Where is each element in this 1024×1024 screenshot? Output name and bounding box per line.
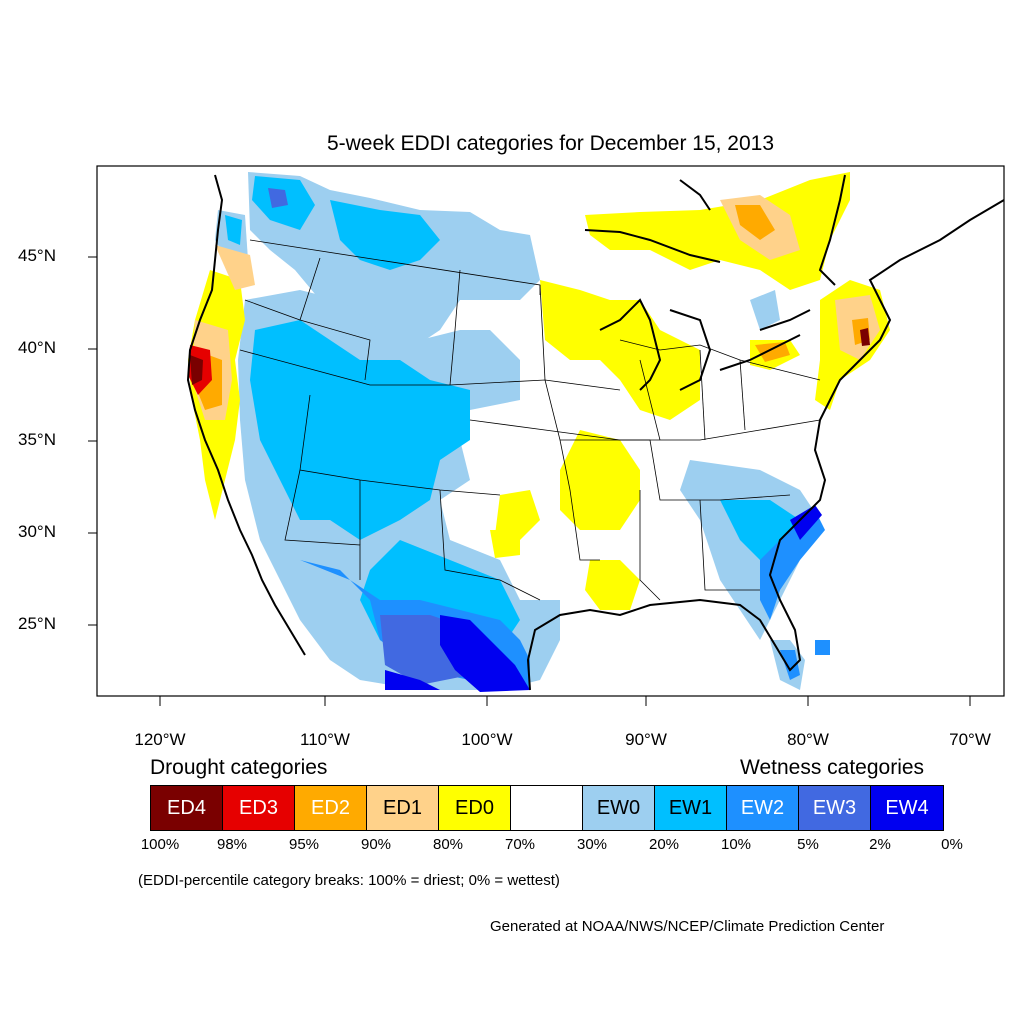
percentile-label: 90% xyxy=(360,836,392,853)
percentile-label: 100% xyxy=(140,836,180,853)
lon-label-100: 100°W xyxy=(461,730,513,749)
legend-box-ed2: ED2 xyxy=(295,786,367,830)
legend-box-ed0: ED0 xyxy=(439,786,511,830)
lon-label-90: 90°W xyxy=(625,730,667,749)
legend-box-ew2: EW2 xyxy=(727,786,799,830)
category-legend: ED4 ED3 ED2 ED1 ED0 EW0 EW1 EW2 EW3 EW4 xyxy=(150,785,944,831)
lon-label-120: 120°W xyxy=(134,730,186,749)
category-note: (EDDI-percentile category breaks: 100% =… xyxy=(138,872,560,889)
state-boundaries xyxy=(239,239,821,601)
percentile-label: 2% xyxy=(869,836,891,853)
drought-regions xyxy=(188,172,890,610)
lat-label-30: 30°N xyxy=(18,522,56,541)
legend-box-ed1: ED1 xyxy=(367,786,439,830)
percentile-label: 30% xyxy=(576,836,608,853)
lat-label-45: 45°N xyxy=(18,246,56,265)
lon-label-110: 110°W xyxy=(300,730,350,749)
percentile-label: 95% xyxy=(288,836,320,853)
legend-box-ew3: EW3 xyxy=(799,786,871,830)
percentile-label: 70% xyxy=(504,836,536,853)
legend-box-normal xyxy=(511,786,583,830)
map-title: 5-week EDDI categories for December 15, … xyxy=(326,132,775,155)
percentile-label: 10% xyxy=(720,836,752,853)
lon-label-70: 70°W xyxy=(949,730,991,749)
wetness-heading: Wetness categories xyxy=(740,756,925,779)
legend-box-ed4: ED4 xyxy=(151,786,223,830)
percentile-label: 98% xyxy=(216,836,248,853)
lat-label-25: 25°N xyxy=(18,614,56,633)
lat-label-40: 40°N xyxy=(18,338,56,357)
percentile-label: 0% xyxy=(941,836,963,853)
drought-heading: Drought categories xyxy=(150,756,328,779)
axis-ticks xyxy=(88,256,971,706)
legend-box-ew1: EW1 xyxy=(655,786,727,830)
lon-label-80: 80°W xyxy=(787,730,829,749)
percentile-label: 80% xyxy=(432,836,464,853)
lat-label-35: 35°N xyxy=(18,430,56,449)
percentile-label: 20% xyxy=(648,836,680,853)
percentile-label: 5% xyxy=(797,836,819,853)
legend-box-ed3: ED3 xyxy=(223,786,295,830)
legend-box-ew4: EW4 xyxy=(871,786,943,830)
coastlines xyxy=(186,174,1005,691)
legend-box-ew0: EW0 xyxy=(583,786,655,830)
wetness-regions xyxy=(215,172,830,692)
credit-line: Generated at NOAA/NWS/NCEP/Climate Predi… xyxy=(490,918,885,935)
